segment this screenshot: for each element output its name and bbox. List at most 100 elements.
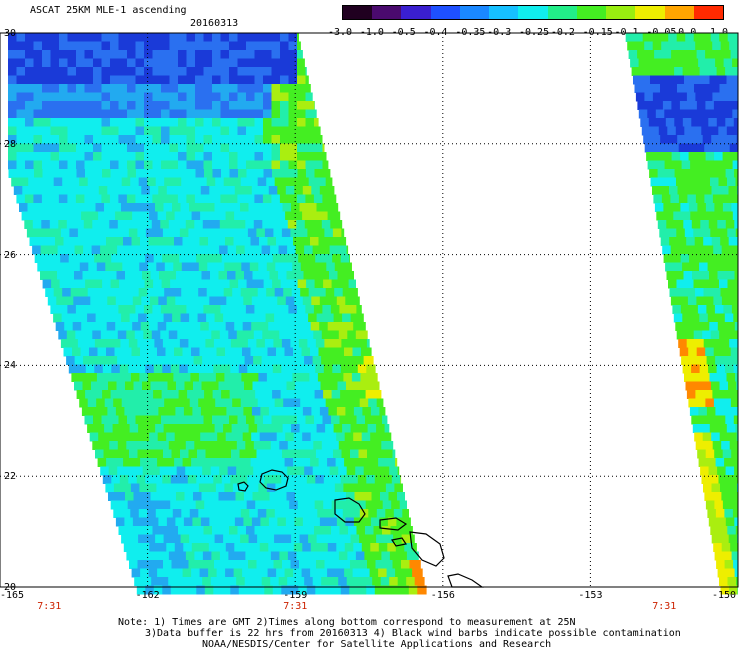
swath-cell xyxy=(152,41,162,51)
swath-cell xyxy=(135,305,145,314)
swath-cell xyxy=(112,203,122,212)
swath-cell xyxy=(652,41,662,51)
swath-cell xyxy=(295,356,305,365)
swath-cell xyxy=(685,84,695,93)
swath-cell xyxy=(685,33,695,42)
swath-cell xyxy=(84,50,94,59)
swath-cell xyxy=(220,143,230,153)
swath-cell xyxy=(399,500,407,510)
swath-cell xyxy=(734,271,738,280)
swath-cell xyxy=(723,305,733,314)
swath-cell xyxy=(118,118,128,127)
swath-cell xyxy=(253,441,263,450)
swath-cell xyxy=(220,75,230,85)
swath-cell xyxy=(19,203,28,212)
swath-cell xyxy=(363,466,373,476)
swath-cell xyxy=(336,322,346,331)
swath-cell xyxy=(716,364,726,374)
swath-cell xyxy=(133,271,143,280)
swath-cell xyxy=(727,33,737,42)
swath-cell xyxy=(204,500,214,510)
swath-cell xyxy=(25,92,34,102)
swath-cell xyxy=(233,237,243,246)
swath-cell xyxy=(196,228,206,238)
swath-cell xyxy=(383,475,393,484)
swath-cell xyxy=(21,211,31,221)
swath-cell xyxy=(209,186,219,195)
colorbar-strip xyxy=(342,5,724,20)
swath-cell xyxy=(287,441,297,450)
swath-cell xyxy=(313,551,323,561)
swath-cell xyxy=(24,220,34,229)
swath-cell xyxy=(166,211,176,221)
swath-cell xyxy=(175,407,185,416)
swath-cell xyxy=(249,177,259,187)
swath-cell xyxy=(321,245,331,255)
swath-cell xyxy=(337,271,347,280)
swath-cell xyxy=(327,568,337,578)
swath-cell xyxy=(328,186,335,195)
swath-cell xyxy=(96,398,106,408)
swath-cell xyxy=(335,347,345,357)
swath-cell xyxy=(308,534,318,544)
swath-cell xyxy=(144,33,153,42)
swath-cell xyxy=(243,296,253,306)
swath-cell xyxy=(280,101,289,110)
swath-cell xyxy=(241,262,251,272)
swath-cell xyxy=(324,228,334,238)
swath-cell xyxy=(132,322,142,331)
swath-cell xyxy=(727,330,737,340)
swath-cell xyxy=(84,67,94,76)
swath-cell xyxy=(703,390,713,399)
swath-cell xyxy=(280,67,289,76)
swath-cell xyxy=(198,483,208,493)
swath-cell xyxy=(285,517,295,527)
swath-cell xyxy=(353,296,360,306)
swath-cell xyxy=(736,84,738,93)
swath-cell xyxy=(681,160,691,170)
swath-cell xyxy=(280,50,289,59)
swath-cell xyxy=(178,126,187,136)
swath-cell xyxy=(144,390,154,399)
swath-cell xyxy=(659,228,669,238)
swath-cell xyxy=(25,84,34,93)
swath-cell xyxy=(319,186,329,195)
swath-cell xyxy=(161,126,170,136)
swath-cell xyxy=(234,432,244,442)
swath-cell xyxy=(160,551,170,561)
swath-cell xyxy=(240,509,250,518)
swath-cell xyxy=(50,305,60,314)
swath-cell xyxy=(62,262,72,272)
swath-cell xyxy=(676,279,686,289)
swath-cell xyxy=(351,398,361,408)
swath-cell xyxy=(115,517,125,527)
swath-cell xyxy=(248,560,257,569)
swath-cell xyxy=(60,254,70,263)
swath-cell xyxy=(180,449,189,459)
swath-cell xyxy=(124,407,134,416)
swath-cell xyxy=(159,356,169,365)
swath-cell xyxy=(288,84,298,93)
footer-credit: NOAA/NESDIS/Center for Satellite Applica… xyxy=(202,639,552,650)
swath-cell xyxy=(291,509,301,518)
swath-cell xyxy=(127,169,137,178)
swath-cell xyxy=(271,109,281,119)
swath-cell xyxy=(630,58,640,68)
swath-cell xyxy=(200,211,210,221)
swath-cell xyxy=(195,279,205,289)
swath-cell xyxy=(254,118,264,127)
swath-cell xyxy=(265,424,275,433)
colorbar-swatch xyxy=(664,6,694,19)
swath-cell xyxy=(121,203,130,212)
swath-cell xyxy=(203,109,213,119)
swath-cell xyxy=(256,560,266,569)
swath-cell xyxy=(175,517,185,527)
swath-cell xyxy=(125,271,134,280)
swath-cell xyxy=(17,169,26,178)
swath-cell xyxy=(42,75,51,85)
swath-cell xyxy=(76,109,85,119)
swath-cell xyxy=(50,194,60,204)
swath-cell xyxy=(302,407,312,416)
swath-cell xyxy=(314,169,324,178)
swath-cell xyxy=(144,50,153,59)
